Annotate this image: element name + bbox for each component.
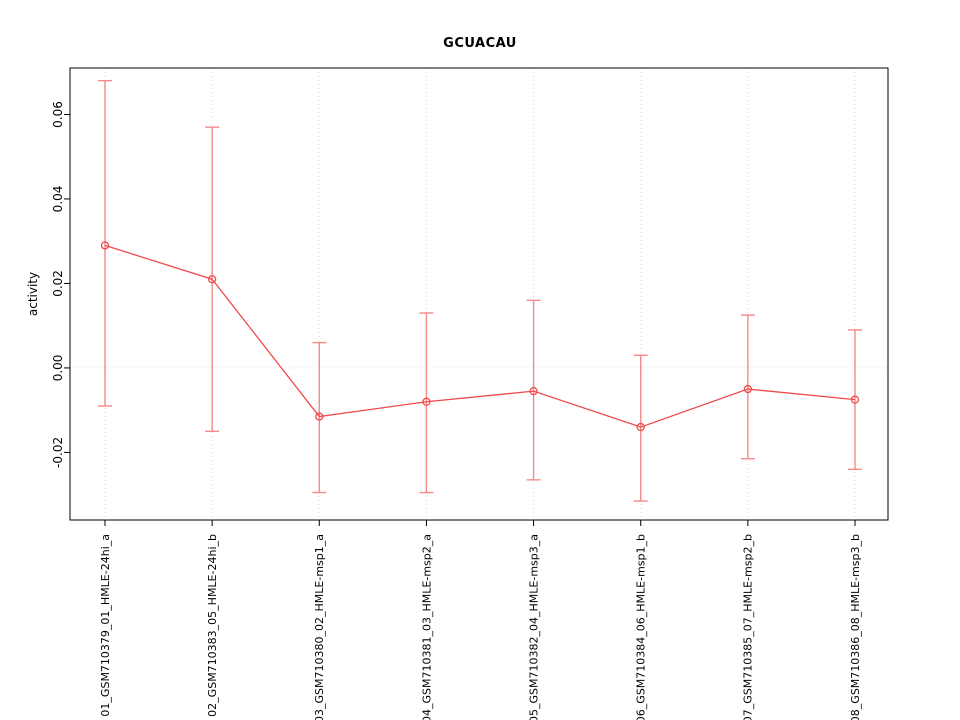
y-tick-label: 0.00 — [51, 355, 65, 382]
y-tick-label: 0.02 — [51, 270, 65, 297]
data-point-marker — [850, 395, 860, 404]
x-tick-label: 04_GSM710381_03_HMLE-msp2_a — [420, 534, 433, 720]
data-point-marker — [529, 387, 538, 396]
chart-title: GCUACAU — [443, 36, 517, 51]
series-line — [104, 244, 856, 428]
x-tick-label: 07_GSM710385_07_HMLE-msp2_b — [742, 534, 755, 720]
y-tick-label: 0.06 — [51, 101, 65, 128]
plot-border — [69, 67, 889, 521]
data-point-marker — [207, 275, 217, 284]
data-point-marker — [100, 241, 110, 250]
x-tick-label: 06_GSM710384_06_HMLE-msp1_b — [635, 534, 648, 720]
y-tick-label: -0.02 — [51, 437, 65, 468]
data-point-marker — [422, 397, 431, 406]
data-point-marker — [315, 412, 324, 421]
y-tick-label: 0.04 — [51, 186, 65, 213]
x-tick-label: 05_GSM710382_04_HMLE-msp3_a — [527, 534, 540, 720]
x-tick-label: 02_GSM710383_05_HMLE-24hi_b — [206, 534, 219, 717]
data-point-marker — [743, 384, 753, 394]
data-point-marker — [636, 422, 645, 432]
x-tick-label: 03_GSM710380_02_HMLE-msp1_a — [313, 534, 326, 720]
x-tick-label: 08_GSM710386_08_HMLE-msp3_b — [849, 534, 862, 720]
y-axis-title: activity — [26, 271, 40, 317]
x-tick-label: 01_GSM710379_01_HMLE-24hi_a — [99, 534, 112, 717]
